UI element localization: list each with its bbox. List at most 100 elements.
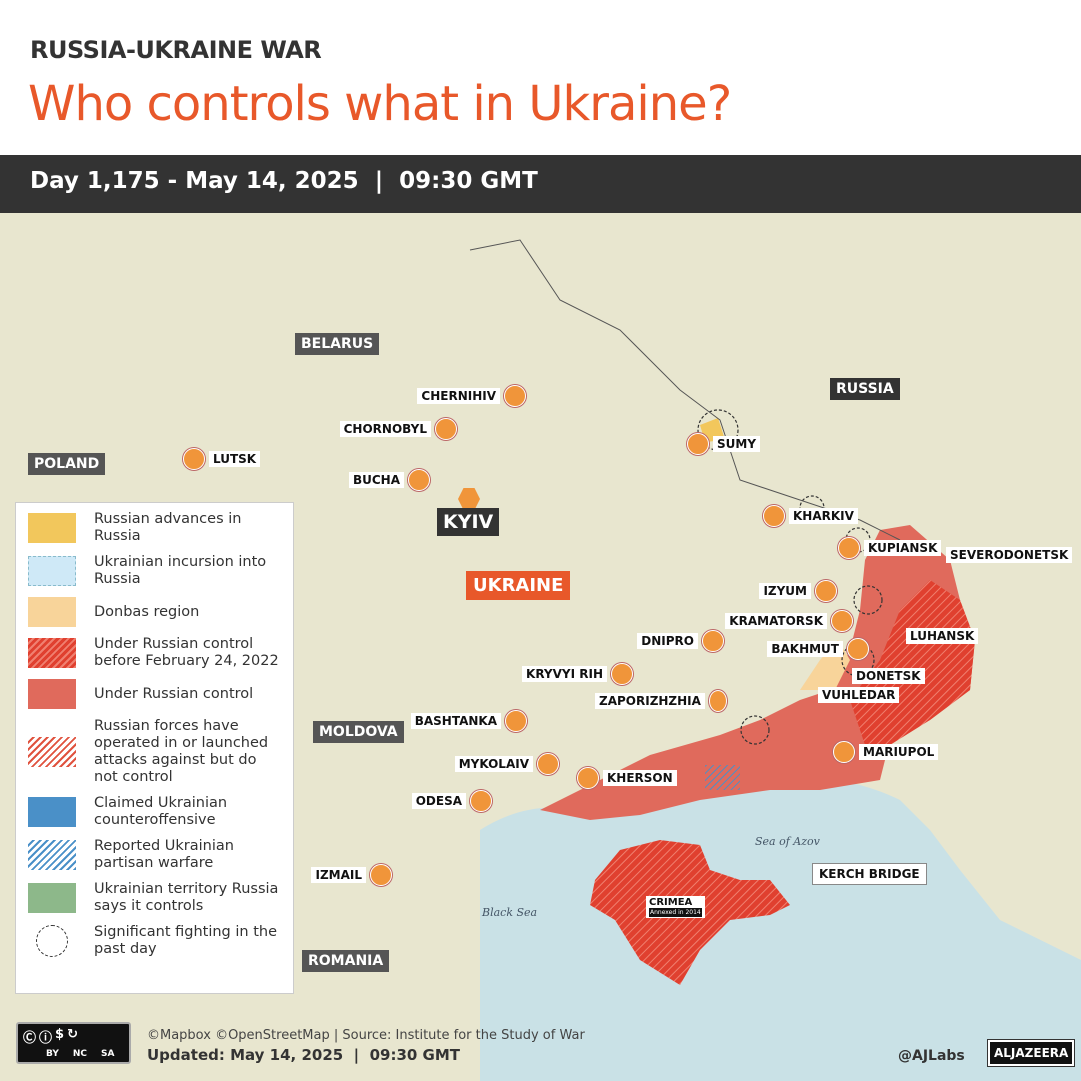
city-marker-icon [537,753,559,775]
kerch-bridge-label: KERCH BRIDGE [812,863,927,885]
by-icon: ⓘ [39,1031,53,1046]
sa-icon: ↻ [67,1027,78,1042]
city-label: VUHLEDAR [818,687,900,703]
fighting-circle [841,643,875,677]
legend-swatch [28,556,76,586]
city-label: CHERNIHIV [417,388,500,404]
dashed-circle-icon [36,925,68,957]
header: RUSSIA-UKRAINE WAR Who controls what in … [0,0,1081,155]
city-marker-icon [505,710,527,732]
city-label: LUHANSK [906,628,979,644]
legend-item: Under Russian control [28,679,281,709]
city-kryvyi-rih: KRYVYI RIH [501,663,633,685]
legend-swatch [28,797,76,827]
legend-label: Ukrainian incursion into Russia [94,554,267,587]
city-label: MYKOLAIV [454,756,533,772]
city-marker-icon [831,610,853,632]
city-bakhmut: BAKHMUT [737,638,869,660]
city-marker-icon [183,448,205,470]
city-label: BUCHA [348,472,404,488]
city-label: KUPIANSK [864,540,942,556]
city-label: DONETSK [852,668,925,684]
city-chernihiv: CHERNIHIV [394,385,526,407]
city-marker-icon [833,741,855,763]
city-label: ZAPORIZHZHIA [595,693,705,709]
city-marker-icon [504,385,526,407]
legend-label: Claimed Ukrainian counteroffensive [94,795,228,828]
handle: @AJLabs [898,1048,965,1064]
kicker: RUSSIA-UKRAINE WAR [30,36,322,64]
city-lutsk: LUTSK [183,448,261,470]
city-marker-icon [708,690,727,712]
city-marker-icon [370,864,392,886]
fighting-circle [740,715,770,745]
azov-label: Sea of Azov [755,835,820,848]
country-label-belarus: BELARUS [295,333,380,355]
crimea-label: CRIMEA Annexed in 2014 [646,896,705,918]
country-label-romania: ROMANIA [302,950,390,972]
city-label: KRAMATORSK [725,613,827,629]
city-marker-icon [577,767,599,789]
aljazeera-logo: ALJAZEERA [986,1039,1076,1067]
city-marker-icon [702,630,724,652]
country-label-ukraine: UKRAINE [466,571,571,600]
city-sumy: SUMY [687,433,761,455]
city-marker-icon [470,790,492,812]
city-mariupol: MARIUPOL [833,741,939,763]
cc-icon: Ⓒ [23,1031,37,1046]
city-chornobyl: CHORNOBYL [325,418,457,440]
legend-label: Reported Ukrainian partisan warfare [94,838,234,871]
legend-item: Russian advances in Russia [28,511,281,545]
legend-item: Donbas region [28,597,281,627]
city-kharkiv: KHARKIV [763,505,858,527]
legend-swatch [28,513,76,543]
updated-time: Updated: May 14, 2025 | 09:30 GMT [147,1046,461,1064]
city-label: ODESA [411,793,466,809]
city-kramatorsk: KRAMATORSK [721,610,853,632]
city-marker-icon [847,638,869,660]
legend-item: Significant fighting in the past day [28,924,281,958]
city-label: MARIUPOL [859,744,939,760]
legend-item: Ukrainian territory Russia says it contr… [28,881,281,915]
city-label: LUTSK [209,451,261,467]
legend-label: Russian forces have operated in or launc… [94,718,269,785]
legend-item: Ukrainian incursion into Russia [28,554,281,588]
page-title: Who controls what in Ukraine? [28,76,732,132]
city-izyum: IZYUM [705,580,837,602]
capital-label: KYIV [437,508,500,536]
city-marker-icon [408,469,430,491]
city-dnipro: DNIPRO [592,630,724,652]
city-label: KHARKIV [789,508,858,524]
country-label-russia: RUSSIA [830,378,900,400]
legend-label: Donbas region [94,603,200,620]
partisan-area [705,765,740,790]
city-label: DNIPRO [637,633,698,649]
city-marker-icon [838,537,860,559]
legend-label: Under Russian control [94,685,254,702]
city-bashtanka: BASHTANKA [395,710,527,732]
city-label: IZYUM [759,583,811,599]
city-marker-icon [815,580,837,602]
legend-label: Under Russian control before February 24… [94,636,279,669]
fighting-circle [853,585,883,615]
city-severodonetsk: SEVERODONETSK [946,547,1073,563]
legend-swatch [28,597,76,627]
city-vuhledar: VUHLEDAR [818,687,900,703]
city-label: SUMY [713,436,761,452]
city-izmail: IZMAIL [260,864,392,886]
city-zaporizhzhia: ZAPORIZHZHIA [595,690,727,712]
city-label: BASHTANKA [410,713,501,729]
city-label: CHORNOBYL [339,421,431,437]
city-odesa: ODESA [360,790,492,812]
nc-icon: $ [55,1027,65,1042]
black-sea-label: Black Sea [482,906,538,919]
legend-swatch [28,679,76,709]
city-label: KHERSON [603,770,677,786]
city-marker-icon [687,433,709,455]
city-label: KRYVYI RIH [522,666,607,682]
legend-swatch [28,883,76,913]
city-kupiansk: KUPIANSK [838,537,942,559]
legend-item: Claimed Ukrainian counteroffensive [28,795,281,829]
city-mykolaiv: MYKOLAIV [427,753,559,775]
